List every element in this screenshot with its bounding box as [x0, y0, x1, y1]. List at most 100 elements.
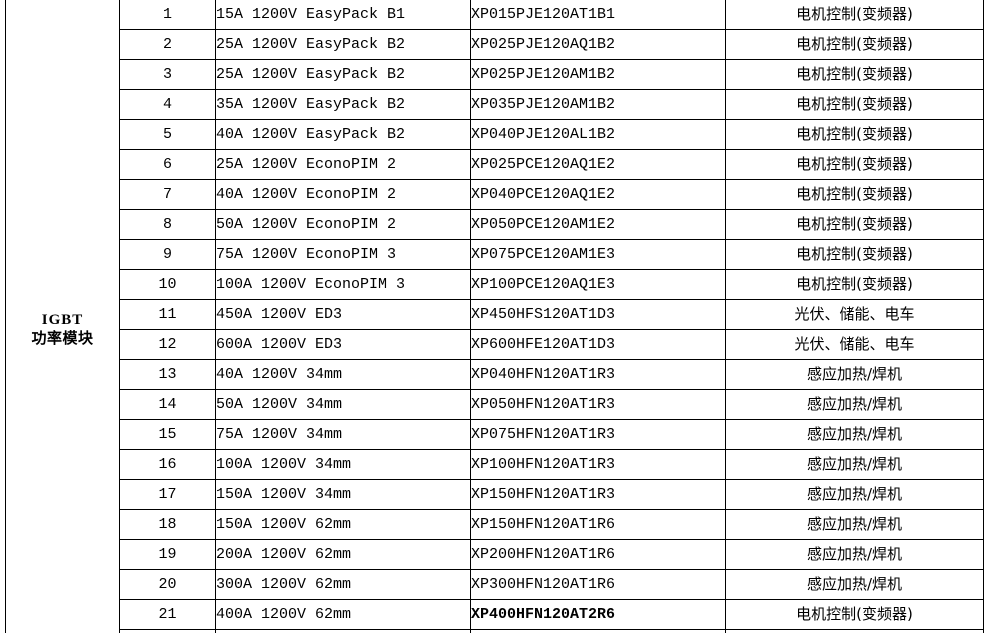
spec-cell: 40A 1200V EconoPIM 2 [215, 179, 471, 210]
row-index-cell: 16 [119, 449, 216, 480]
part-number-cell: XP075HFN120AT1R3 [470, 419, 726, 450]
row-index-cell: 19 [119, 539, 216, 570]
spec-cell: 100A 1200V EconoPIM 3 [215, 269, 471, 300]
table-row: 11 450A 1200V ED3 XP450HFS120AT1D3 光伏、储能、电车 [6, 299, 984, 330]
row-index-cell: 5 [119, 119, 216, 150]
spec-cell: 40A 1200V 34mm [215, 359, 471, 390]
table-row: 17 150A 1200V 34mm XP150HFN120AT1R3 感应加热/焊机 [6, 479, 984, 510]
table-row: 18 150A 1200V 62mm XP150HFN120AT1R6 感应加热/焊机 [6, 509, 984, 540]
spec-cell: 200A 1200V 62mm [215, 539, 471, 570]
row-index-cell: 6 [119, 149, 216, 180]
table-row: 15 75A 1200V 34mm XP075HFN120AT1R3 感应加热/焊机 [6, 419, 984, 450]
table-row: IGBT 功率模块 1 15A 1200V EasyPack B1 XP015PJE12… [5, 0, 984, 633]
part-number-cell: XP025PCE120AQ1E2 [470, 149, 726, 180]
spec-cell: 35A 1200V EasyPack B2 [215, 89, 471, 120]
application-cell: 电机控制(变频器) [725, 59, 984, 90]
category-label-cn: 功率模块 [31, 328, 94, 347]
spec-cell: 40A 1200V EasyPack B2 [215, 119, 471, 150]
application-cell: 电机控制(变频器) [725, 29, 984, 60]
spec-cell: 150A 1200V 34mm [215, 479, 471, 510]
row-index-cell: 18 [119, 509, 216, 540]
row-index-cell: 7 [119, 179, 216, 210]
application-cell: 电机控制(变频器) [725, 179, 984, 210]
application-cell: 电机控制(变频器) [725, 629, 984, 633]
row-index-cell: 15 [119, 419, 216, 450]
row-index-cell: 2 [119, 29, 216, 60]
spec-cell: 15A 1200V EasyPack B1 [215, 0, 471, 30]
application-cell: 感应加热/焊机 [725, 539, 984, 570]
part-number-cell: XP025PJE120AM1B2 [470, 59, 726, 90]
part-number-cell: XP150HFN120AT1R3 [470, 479, 726, 510]
row-index-cell: 10 [119, 269, 216, 300]
application-cell: 感应加热/焊机 [725, 389, 984, 420]
table-row: 7 40A 1200V EconoPIM 2 XP040PCE120AQ1E2 电机控… [6, 179, 984, 210]
spec-cell: 25A 1200V EasyPack B2 [215, 59, 471, 90]
part-number-cell: XP200HFN120AT1R6 [470, 539, 726, 570]
table-row: 22450A 1200V 62mmXP450HFN120AT2R6电机控制(变频… [6, 629, 984, 633]
category-cell: IGBT 功率模块 [5, 0, 120, 633]
application-cell: 感应加热/焊机 [725, 419, 984, 450]
application-cell: 电机控制(变频器) [725, 149, 984, 180]
application-cell: 电机控制(变频器) [725, 209, 984, 240]
part-number-cell: XP400HFN120AT2R6 [470, 599, 726, 630]
table-row: 9 75A 1200V EconoPIM 3 XP075PCE120AM1E3 电机控… [6, 239, 984, 270]
part-number-cell: XP040PJE120AL1B2 [470, 119, 726, 150]
part-number-cell: XP300HFN120AT1R6 [470, 569, 726, 600]
application-cell: 电机控制(变频器) [725, 0, 984, 30]
application-cell: 电机控制(变频器) [725, 269, 984, 300]
spec-cell: 75A 1200V EconoPIM 3 [215, 239, 471, 270]
spec-cell: 400A 1200V 62mm [215, 599, 471, 630]
application-cell: 电机控制(变频器) [725, 89, 984, 120]
application-cell: 感应加热/焊机 [725, 449, 984, 480]
row-index-cell: 4 [119, 89, 216, 120]
part-number-cell: XP450HFN120AT2R6 [470, 629, 726, 633]
part-number-cell: XP150HFN120AT1R6 [470, 509, 726, 540]
application-cell: 感应加热/焊机 [725, 509, 984, 540]
table-row: 16 100A 1200V 34mm XP100HFN120AT1R3 感应加热/焊机 [6, 449, 984, 480]
part-number-cell: XP040HFN120AT1R3 [470, 359, 726, 390]
part-number-cell: XP050HFN120AT1R3 [470, 389, 726, 420]
table-row: 19 200A 1200V 62mm XP200HFN120AT1R6 感应加热/焊机 [6, 539, 984, 570]
spec-cell: 150A 1200V 62mm [215, 509, 471, 540]
row-index-cell: 21 [119, 599, 216, 630]
spec-cell: 75A 1200V 34mm [215, 419, 471, 450]
table-row: 4 35A 1200V EasyPack B2 XP035PJE120AM1B2 电机… [6, 89, 984, 120]
spec-cell: 50A 1200V EconoPIM 2 [215, 209, 471, 240]
spec-cell: 25A 1200V EconoPIM 2 [215, 149, 471, 180]
table-row: 3 25A 1200V EasyPack B2 XP025PJE120AM1B2 电机… [6, 59, 984, 90]
table-row: 13 40A 1200V 34mm XP040HFN120AT1R3 感应加热/焊机 [6, 359, 984, 390]
spec-cell: 25A 1200V EasyPack B2 [215, 29, 471, 60]
part-number-cell: XP100PCE120AQ1E3 [470, 269, 726, 300]
table-row: 21 400A 1200V 62mm XP400HFN120AT2R6 电机控制(变频… [6, 599, 984, 630]
row-index-cell: 13 [119, 359, 216, 390]
application-cell: 感应加热/焊机 [725, 479, 984, 510]
part-number-cell: XP450HFS120AT1D3 [470, 299, 726, 330]
table-row: 2 25A 1200V EasyPack B2 XP025PJE120AQ1B2 电机… [6, 29, 984, 60]
application-cell: 感应加热/焊机 [725, 569, 984, 600]
table-row: 5 40A 1200V EasyPack B2 XP040PJE120AL1B2 电机… [6, 119, 984, 150]
application-cell: 电机控制(变频器) [725, 239, 984, 270]
application-cell: 感应加热/焊机 [725, 359, 984, 390]
spec-cell: 50A 1200V 34mm [215, 389, 471, 420]
spec-cell: 450A 1200V 62mm [215, 629, 471, 633]
row-index-cell: 3 [119, 59, 216, 90]
part-number-cell: XP075PCE120AM1E3 [470, 239, 726, 270]
table-row: 12 600A 1200V ED3 XP600HFE120AT1D3 光伏、储能、电车 [6, 329, 984, 360]
spec-cell: 600A 1200V ED3 [215, 329, 471, 360]
row-index-cell: 1 [119, 0, 216, 30]
category-label-en: IGBT [41, 312, 84, 329]
application-cell: 电机控制(变频器) [725, 599, 984, 630]
table-row: 10 100A 1200V EconoPIM 3 XP100PCE120AQ1E3 电… [6, 269, 984, 300]
application-cell: 光伏、储能、电车 [725, 299, 984, 330]
row-index-cell: 12 [119, 329, 216, 360]
application-cell: 电机控制(变频器) [725, 119, 984, 150]
part-number-cell: XP050PCE120AM1E2 [470, 209, 726, 240]
spec-cell: 450A 1200V ED3 [215, 299, 471, 330]
part-number-cell: XP035PJE120AM1B2 [470, 89, 726, 120]
row-index-cell: 14 [119, 389, 216, 420]
row-index-cell: 22 [119, 629, 216, 633]
table-row: 14 50A 1200V 34mm XP050HFN120AT1R3 感应加热/焊机 [6, 389, 984, 420]
table-row: 8 50A 1200V EconoPIM 2 XP050PCE120AM1E2 电机控… [6, 209, 984, 240]
spec-cell: 300A 1200V 62mm [215, 569, 471, 600]
spec-cell: 100A 1200V 34mm [215, 449, 471, 480]
